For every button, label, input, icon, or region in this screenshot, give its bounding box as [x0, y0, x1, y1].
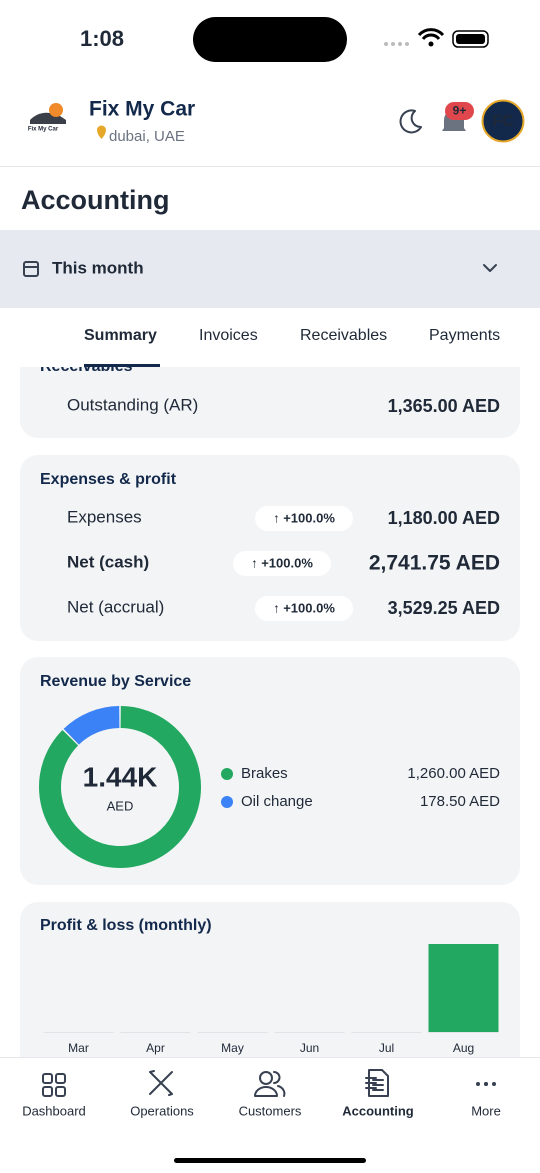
avatar[interactable]: FC [481, 99, 525, 143]
x-tick-label: May [221, 1041, 244, 1055]
card-title: Profit & loss (monthly) [40, 917, 212, 934]
row-label: Net (cash) [67, 552, 149, 571]
location: dubai, UAE [109, 128, 185, 145]
change-pill [233, 551, 331, 576]
donut-center-value: 1.44K [83, 761, 158, 792]
card-title: Receivables [40, 358, 133, 375]
legend-label: Brakes [241, 765, 288, 782]
change: ↑ +100.0% [251, 555, 313, 570]
row-label: Net (accrual) [67, 597, 164, 616]
row-value: 1,180.00 AED [388, 508, 500, 528]
brand-name: Fix My Car [89, 98, 195, 121]
notification-badge: 9+ [453, 104, 467, 118]
x-tick-label: Jun [300, 1041, 319, 1055]
x-tick-label: Aug [453, 1041, 474, 1055]
row-value: 2,741.75 AED [369, 552, 500, 575]
notifications-button[interactable]: 9+ [442, 102, 474, 131]
tab[interactable]: Summary [84, 327, 157, 344]
logo: Fix My Car [26, 102, 70, 140]
change: ↑ +100.0% [273, 600, 335, 615]
avatar-initials: FC [492, 113, 514, 130]
card-title: Revenue by Service [40, 673, 191, 690]
value-label: 1,260.00 AED [407, 765, 500, 782]
donut-center-unit: AED [107, 798, 134, 813]
value-label: 178.50 AED [420, 793, 500, 810]
row-label: Outstanding (AR) [67, 395, 198, 414]
dynamic-island [193, 17, 347, 62]
nav-item[interactable]: Accounting [342, 1103, 414, 1118]
bottom-nav [0, 1057, 540, 1173]
row-value: 1,365.00 AED [388, 396, 500, 416]
row-label: Expenses [67, 507, 142, 526]
card [20, 455, 520, 641]
x-tick-label: Mar [68, 1041, 89, 1055]
svg-text:Fix My Car: Fix My Car [28, 127, 59, 133]
card-title: Expenses & profit [40, 471, 177, 488]
tab[interactable]: Invoices [199, 327, 258, 344]
x-tick-label: Jul [379, 1041, 394, 1055]
nav-item[interactable]: More [471, 1103, 501, 1118]
nav-icons [42, 1069, 496, 1097]
x-tick-label: Apr [146, 1041, 165, 1055]
change-pill [255, 506, 353, 531]
tab[interactable]: Receivables [300, 327, 387, 344]
active-tab-indicator [84, 364, 160, 367]
period-filter[interactable]: This month [0, 230, 540, 308]
legend-swatch [221, 768, 233, 780]
card [20, 367, 520, 438]
theme-toggle[interactable] [399, 109, 422, 134]
status-icons [384, 28, 489, 48]
tab[interactable]: Payments [429, 327, 500, 344]
legend-swatch [221, 796, 233, 808]
location-pin [97, 125, 106, 139]
donut-segment [39, 706, 201, 868]
scroll-content: Receivables Outstanding (AR) 1,365.00 AE… [20, 358, 520, 1057]
bar [428, 944, 499, 1032]
change: ↑ +100.0% [273, 510, 335, 525]
legend-label: Oil change [241, 793, 313, 810]
nav-item[interactable]: Operations [130, 1103, 194, 1118]
status-time: 1:08 [80, 26, 124, 51]
filter-label: This month [52, 258, 144, 277]
nav-item[interactable]: Dashboard [22, 1103, 86, 1118]
card [20, 902, 520, 1057]
change-pill [255, 596, 353, 621]
row-value: 3,529.25 AED [388, 598, 500, 618]
page-title: Accounting [21, 185, 170, 215]
donut-segment [63, 706, 120, 745]
home-indicator [174, 1158, 366, 1163]
nav-item[interactable]: Customers [239, 1103, 302, 1118]
